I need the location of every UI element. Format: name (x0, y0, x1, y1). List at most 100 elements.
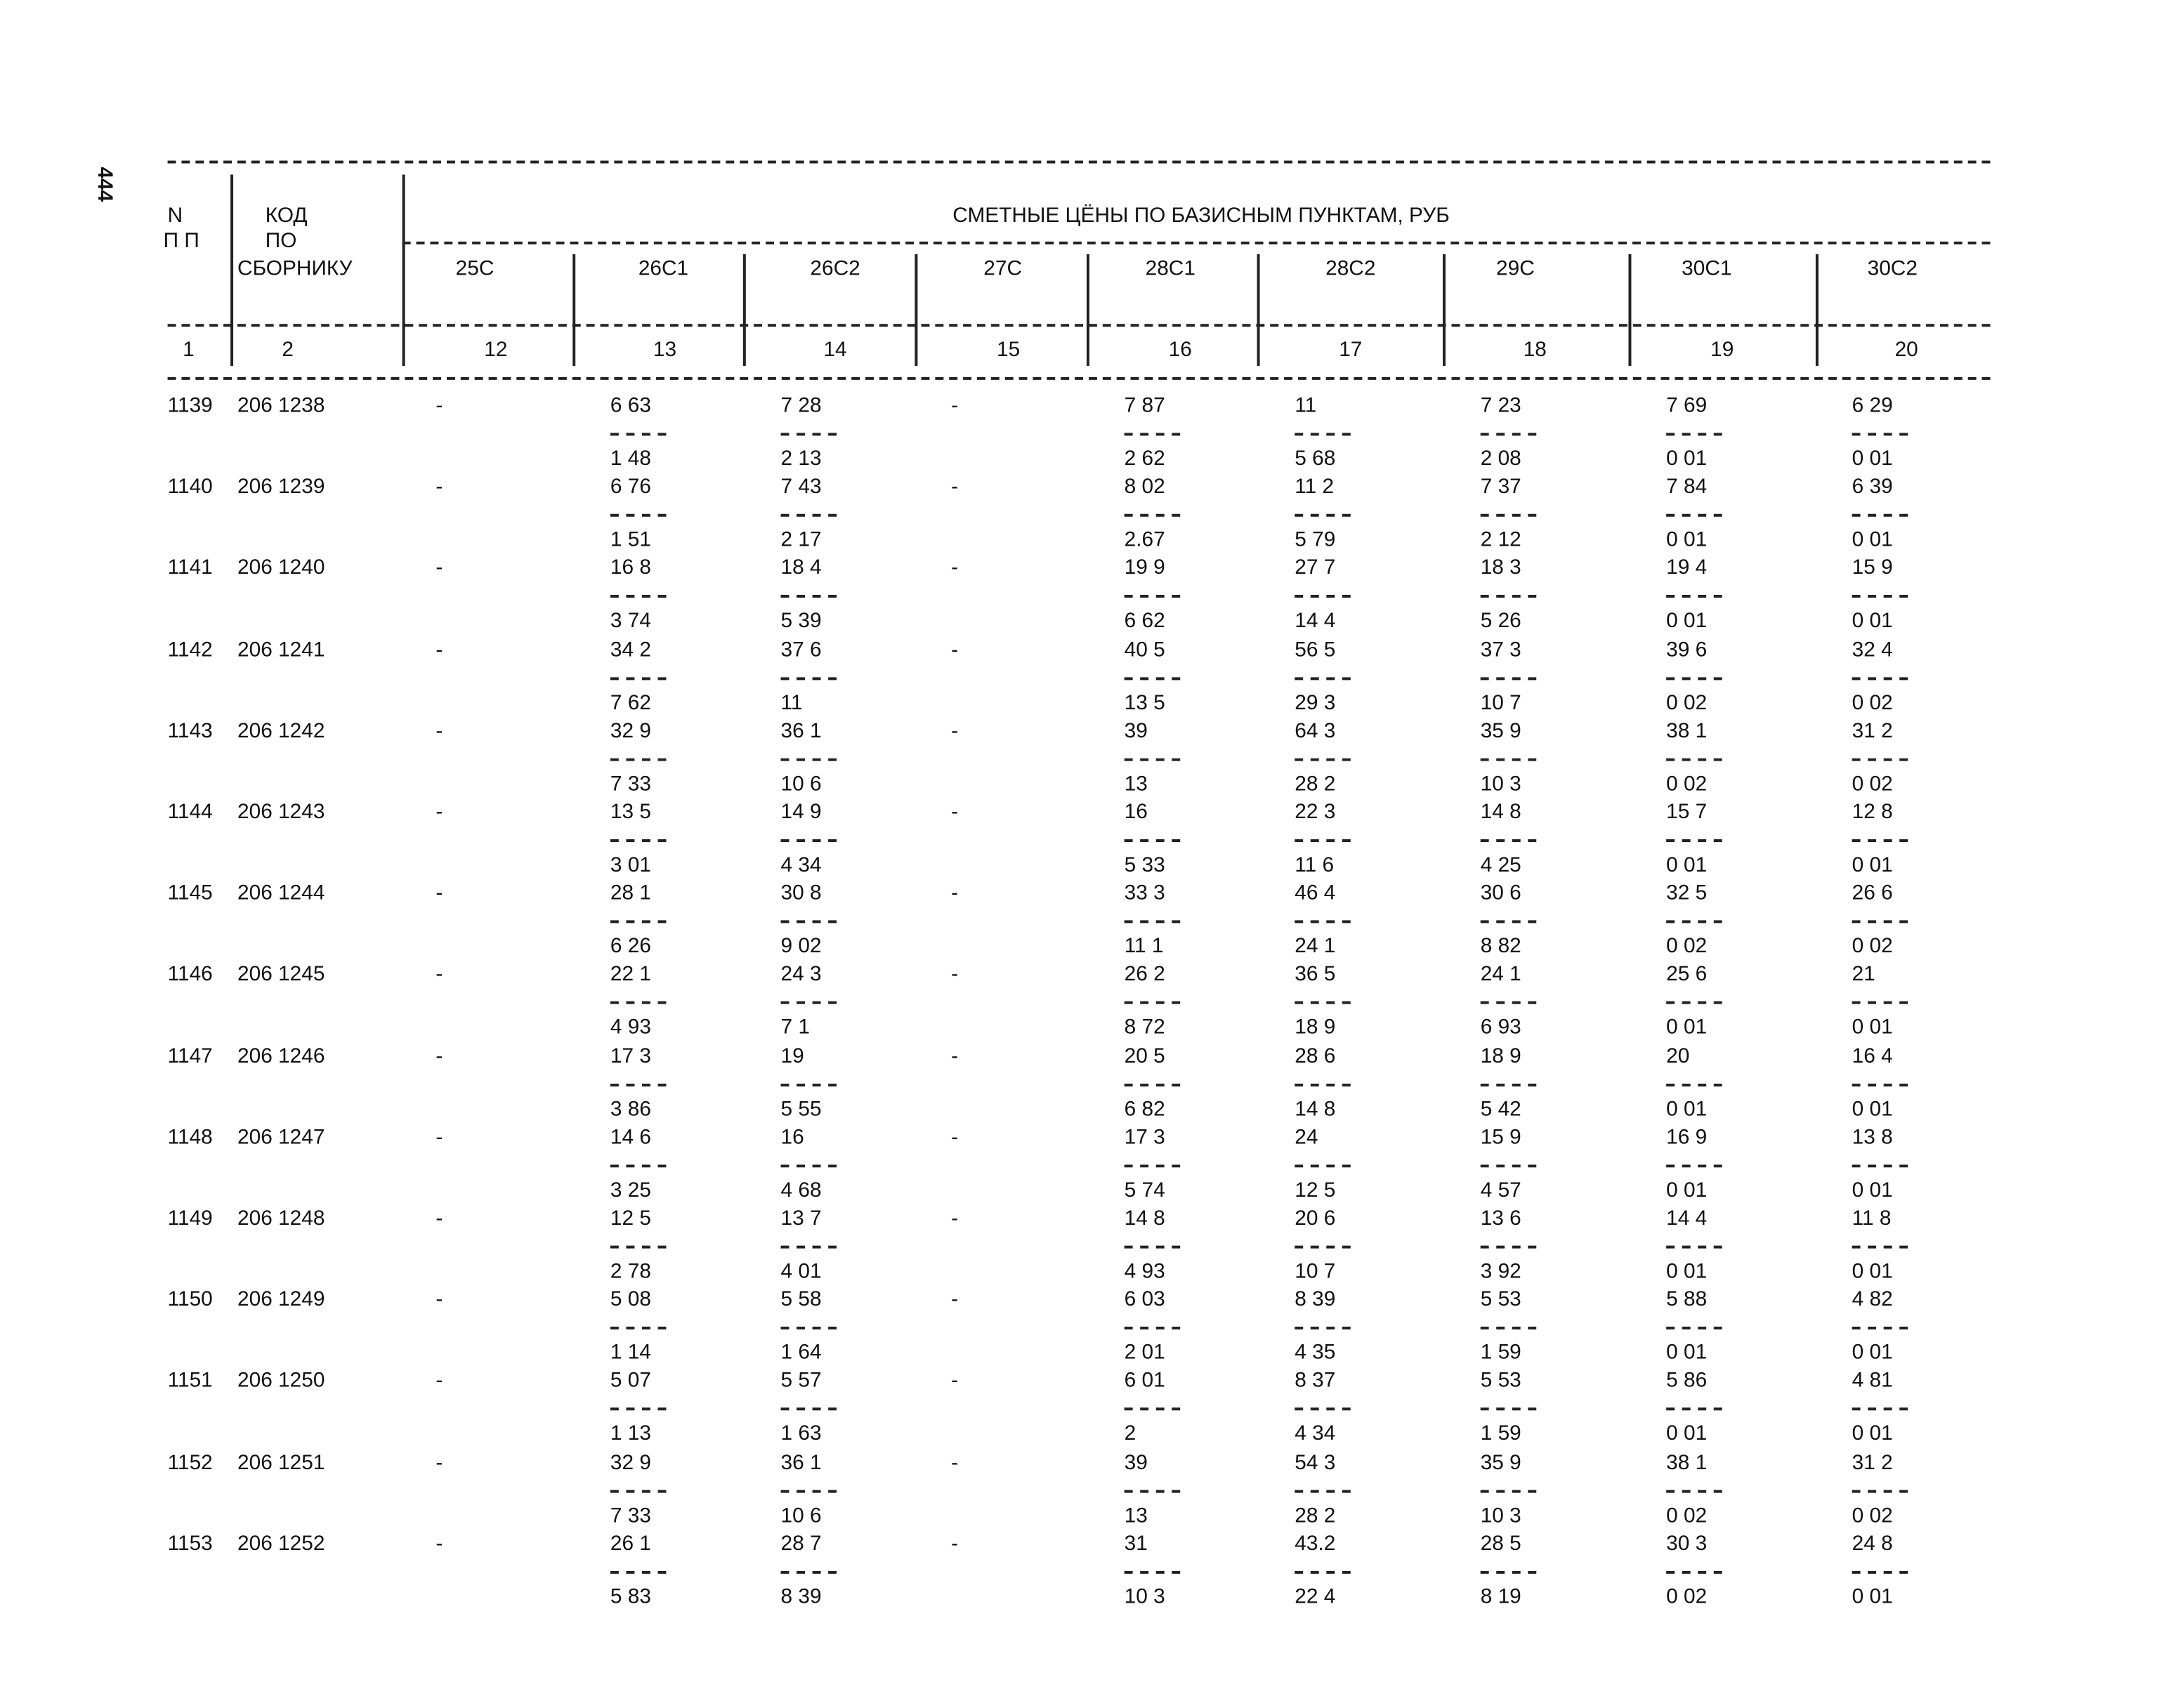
empty-cell: - (951, 962, 959, 987)
price-top: 8 02 (1124, 475, 1165, 499)
price-top: 38 1 (1666, 718, 1708, 743)
header-title: СМЕТНЫЕ ЦЁНЫ ПО БАЗИСНЫМ ПУНКТАМ, РУБ (952, 204, 1450, 228)
price-top: 31 2 (1852, 1450, 1893, 1474)
rule (610, 1327, 667, 1330)
rule (1852, 1245, 1908, 1249)
rule (1124, 839, 1181, 843)
price-top: 5 53 (1480, 1287, 1521, 1312)
row-code: 206 1246 (237, 1044, 325, 1068)
row-code: 206 1242 (237, 718, 325, 743)
row-code: 206 1250 (237, 1369, 325, 1393)
price-top: 24 1 (1480, 962, 1521, 987)
column-label: 30С1 (1682, 256, 1732, 281)
row-code: 206 1249 (237, 1287, 325, 1312)
empty-cell: - (951, 475, 959, 499)
column-divider (1257, 254, 1260, 366)
rule (1480, 839, 1537, 843)
rule (610, 1083, 667, 1086)
price-top: 32 9 (610, 718, 651, 743)
empty-cell: - (435, 800, 443, 825)
price-top: 11 2 (1295, 475, 1335, 499)
price-top: 7 43 (780, 475, 822, 499)
empty-cell: - (951, 1125, 959, 1150)
price-top: 13 5 (610, 800, 651, 825)
price-top: 18 4 (780, 556, 822, 580)
rule (1295, 1245, 1351, 1249)
column-number: 14 (823, 338, 847, 362)
price-bottom: 0 01 (1852, 1584, 1893, 1609)
price-top: 13 8 (1852, 1125, 1893, 1150)
price-top: 22 3 (1295, 800, 1336, 825)
price-bottom: 10 3 (1124, 1584, 1165, 1609)
price-bottom: 0 01 (1852, 447, 1893, 471)
rule (780, 676, 837, 680)
empty-cell: - (951, 1287, 959, 1312)
header-pp: П П (163, 229, 199, 253)
price-bottom: 0 01 (1852, 1259, 1893, 1284)
rule (780, 1408, 837, 1412)
rule (1124, 1001, 1181, 1005)
price-top: 27 7 (1295, 556, 1336, 580)
price-top: 39 6 (1666, 637, 1708, 662)
rule (780, 595, 837, 598)
rule (1124, 514, 1181, 518)
price-top: 54 3 (1295, 1450, 1336, 1474)
price-top: 6 76 (610, 475, 651, 499)
price-bottom: 4 25 (1480, 853, 1521, 877)
price-top: 14 8 (1480, 800, 1521, 825)
rule (780, 433, 837, 436)
rule (1124, 1408, 1181, 1412)
rule (1124, 1083, 1181, 1086)
price-bottom: 0 01 (1666, 1259, 1708, 1284)
rule (610, 839, 667, 843)
price-bottom: 0 01 (1852, 1097, 1893, 1121)
rule (1295, 1327, 1351, 1330)
price-top: 24 (1295, 1125, 1318, 1150)
price-top: 15 7 (1666, 800, 1708, 825)
price-bottom: 4 93 (1124, 1259, 1165, 1284)
price-bottom: 13 5 (1124, 690, 1165, 715)
row-number: 1148 (167, 1125, 213, 1150)
price-bottom: 4 35 (1295, 1341, 1336, 1365)
price-bottom: 11 (780, 690, 803, 715)
row-code: 206 1238 (237, 393, 325, 418)
price-top: 8 39 (1295, 1287, 1336, 1312)
empty-cell: - (951, 1531, 959, 1556)
price-top: 28 1 (610, 881, 651, 905)
price-bottom: 2 78 (610, 1259, 651, 1284)
header-n: N (167, 204, 183, 228)
rule (1666, 920, 1722, 924)
rule (1295, 1489, 1351, 1492)
price-bottom: 5 83 (610, 1584, 651, 1609)
rule (780, 1245, 837, 1249)
rule (1480, 514, 1537, 518)
rule (1295, 1001, 1351, 1005)
price-top: 25 6 (1666, 962, 1708, 987)
rule (1480, 920, 1537, 924)
price-bottom: 0 01 (1666, 447, 1708, 471)
price-top: 31 (1124, 1531, 1148, 1556)
column-divider (915, 254, 918, 366)
rule (1295, 1083, 1351, 1086)
price-bottom: 9 02 (780, 934, 822, 959)
rule (1124, 1489, 1181, 1492)
price-top: 12 5 (610, 1206, 651, 1230)
column-divider (1443, 254, 1446, 366)
rule (780, 1327, 837, 1330)
price-bottom: 8 19 (1480, 1584, 1521, 1609)
row-number: 1152 (167, 1450, 213, 1474)
price-bottom: 5 26 (1480, 609, 1521, 633)
price-top: 13 6 (1480, 1206, 1521, 1230)
rule (610, 758, 667, 761)
price-top: 21 (1852, 962, 1875, 987)
header-code: КОД (265, 204, 308, 228)
rule (1480, 1408, 1537, 1412)
column-divider (572, 254, 576, 366)
rule (1124, 676, 1181, 680)
rule (1295, 676, 1351, 680)
price-top: 16 (780, 1125, 804, 1150)
column-label: 28С2 (1325, 256, 1376, 281)
price-bottom: 5 33 (1124, 853, 1165, 877)
price-top: 5 88 (1666, 1287, 1708, 1312)
price-bottom: 6 26 (610, 934, 651, 959)
